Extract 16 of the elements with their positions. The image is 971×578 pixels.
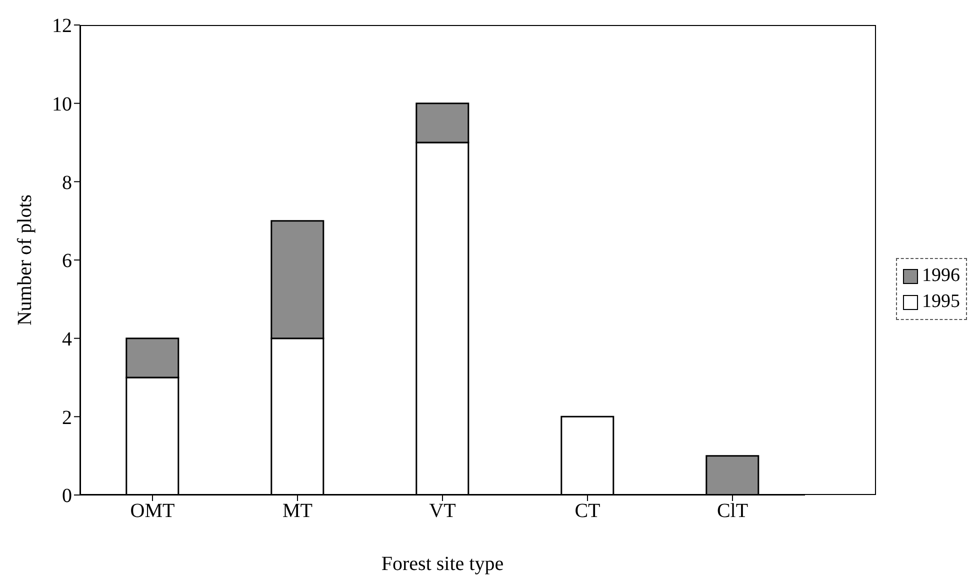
x-axis-title: Forest site type [381,553,504,575]
x-tick-label: CT [574,500,600,522]
y-tick-label: 4 [62,328,72,350]
y-tick-label: 12 [52,15,72,38]
y-tick-label: 0 [62,485,72,508]
y-tick-label: 2 [62,406,72,429]
x-tick-label: VT [429,500,456,522]
legend-label: 1995 [922,290,960,314]
x-tick-label: MT [282,500,312,522]
y-tick-label: 10 [52,93,72,116]
x-tick-label: ClT [716,500,748,522]
x-tick-label: OMT [130,500,175,522]
y-tick-label: 8 [62,172,72,194]
y-axis-title: Number of plots [14,194,36,326]
legend-label: 1996 [922,264,960,288]
y-tick-label: 6 [62,250,72,272]
